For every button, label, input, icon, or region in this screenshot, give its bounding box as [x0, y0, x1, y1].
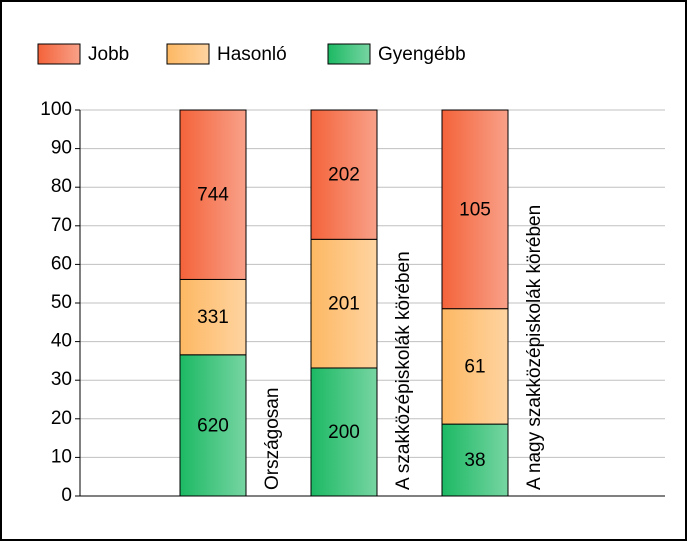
bar-segment — [310, 238, 378, 369]
bar-segment — [179, 278, 247, 356]
legend-label: Hasonló — [217, 44, 287, 65]
data-label: 202 — [328, 165, 360, 186]
bar-segment — [179, 109, 247, 280]
legend-label: Jobb — [88, 44, 129, 65]
y-tick-label: 30 — [51, 369, 72, 390]
y-tick-label: 80 — [51, 176, 72, 197]
y-tick-label: 50 — [51, 292, 72, 313]
legend-swatch — [327, 43, 371, 65]
legend-swatch — [166, 43, 210, 65]
category-label: A szakközépiskolák körében — [393, 251, 414, 490]
category-label: A nagy szakközépiskolák körében — [524, 205, 545, 490]
bar-segment — [310, 367, 378, 497]
y-tick-label: 100 — [40, 99, 72, 120]
bar-segment — [310, 109, 378, 240]
legend-label: Gyengébb — [378, 44, 466, 65]
y-tick-label: 60 — [51, 253, 72, 274]
data-label: 105 — [459, 199, 491, 220]
data-label: 38 — [464, 450, 485, 471]
y-tick-label: 40 — [51, 331, 72, 352]
data-label: 331 — [197, 307, 229, 328]
category-label: Országosan — [262, 388, 283, 490]
data-label: 620 — [197, 415, 229, 436]
y-tick-label: 90 — [51, 138, 72, 159]
y-tick-label: 70 — [51, 215, 72, 236]
data-label: 200 — [328, 422, 360, 443]
y-tick-label: 0 — [61, 485, 72, 506]
y-tick-label: 20 — [51, 408, 72, 429]
data-label: 61 — [464, 356, 485, 377]
bar-segment — [441, 308, 509, 425]
bar-segment — [441, 109, 509, 310]
data-label: 744 — [197, 185, 229, 206]
legend-swatch — [37, 43, 81, 65]
data-label: 201 — [328, 294, 360, 315]
y-tick-label: 10 — [51, 446, 72, 467]
